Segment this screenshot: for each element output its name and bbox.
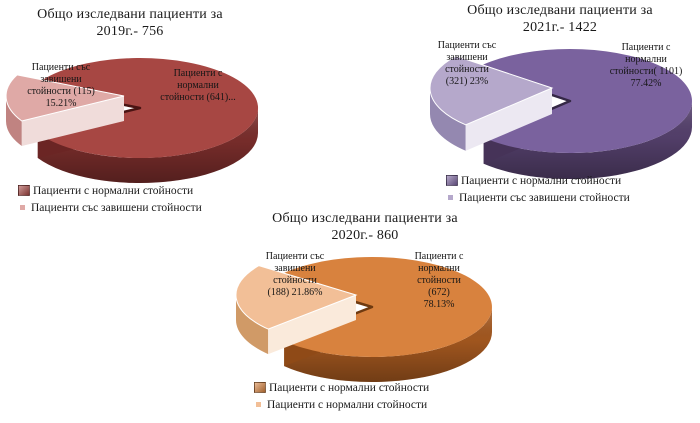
pie-3d bbox=[235, 257, 492, 383]
pie-3d bbox=[429, 49, 693, 180]
legend-item-normal: Пациенти с нормални стойности bbox=[18, 182, 202, 199]
legend: Пациенти с нормални стойности Пациенти с… bbox=[254, 379, 429, 413]
slice-label-elevated: Пациенти със завишени стойности (188) 21… bbox=[265, 251, 325, 298]
chart-title: Общо изследвани пациенти за 2019г.- 756 bbox=[0, 6, 260, 40]
chart-title-line2: 2021г.- 1422 bbox=[522, 20, 598, 35]
chart-title-line1: Общо изследвани пациенти за bbox=[467, 3, 653, 18]
legend-key-normal-icon bbox=[18, 185, 30, 196]
slice-label-elevated: Пациенти със завишени стойности (115) 15… bbox=[27, 62, 95, 109]
chart-title-line1: Общо изследвани пациенти за bbox=[272, 211, 458, 226]
legend-label-normal: Пациенти с нормални стойности bbox=[461, 174, 622, 187]
legend-item-normal: Пациенти с нормални стойности bbox=[254, 379, 429, 396]
legend-item-elevated: Пациенти със завишени стойности bbox=[18, 199, 202, 216]
slice-label-normal: Пациенти с нормални стойности (672) 78.1… bbox=[414, 251, 464, 310]
legend-item-elevated: Пациенти с нормални стойности bbox=[254, 396, 429, 413]
pie-slice-cut-face bbox=[465, 88, 552, 151]
legend-key-normal-icon bbox=[254, 382, 266, 393]
legend-label-elevated: Пациенти със завишени стойности bbox=[459, 191, 630, 204]
pie-main-side-shade bbox=[284, 307, 492, 383]
slice-label-elevated: Пациенти със завишени стойности (321) 23… bbox=[437, 40, 497, 87]
pie-slice-cut-face bbox=[268, 295, 356, 355]
pie-main-top bbox=[274, 257, 492, 358]
legend-item-normal: Пациенти с нормални стойности bbox=[446, 172, 630, 189]
legend-item-elevated: Пациенти със завишени стойности bbox=[446, 189, 630, 206]
pie-main-side-shade bbox=[37, 108, 258, 184]
pie-main-top bbox=[33, 58, 259, 159]
chart-title: Общо изследвани пациенти за 2021г.- 1422 bbox=[420, 2, 700, 36]
legend-label-normal: Пациенти с нормални стойности bbox=[269, 381, 430, 394]
pie-main-top bbox=[473, 49, 692, 154]
legend: Пациенти с нормални стойности Пациенти с… bbox=[446, 172, 630, 206]
pie-slice-side bbox=[235, 295, 269, 355]
slice-label-normal: Пациенти с нормални стойности( 1101) 77.… bbox=[609, 42, 683, 89]
pie-chart-2020: Общо изследвани пациенти за 2020г.- 860 … bbox=[230, 205, 500, 423]
pie-main-side-shade bbox=[483, 101, 693, 180]
legend-label-elevated: Пациенти с нормални стойности bbox=[267, 398, 428, 411]
legend-key-elevated-icon bbox=[20, 205, 25, 210]
pie-slice-side bbox=[429, 88, 466, 151]
pie-slice-top bbox=[235, 265, 358, 330]
chart-title-line2: 2019г.- 756 bbox=[96, 24, 164, 39]
legend-label-elevated: Пациенти със завишени стойности bbox=[31, 201, 202, 214]
pie-slice-cut-face bbox=[21, 96, 124, 146]
chart-title: Общо изследвани пациенти за 2020г.- 860 bbox=[230, 210, 500, 244]
pie-chart-2021: Общо изследвани пациенти за 2021г.- 1422… bbox=[420, 0, 700, 215]
legend-label-normal: Пациенти с нормални стойности bbox=[33, 184, 194, 197]
pie-slice-top bbox=[5, 74, 125, 122]
pie-chart-2019: Общо изследвани пациенти за 2019г.- 756 … bbox=[0, 0, 260, 225]
legend-key-elevated-icon bbox=[256, 402, 261, 407]
pie-slice-side bbox=[5, 96, 22, 146]
legend: Пациенти с нормални стойности Пациенти с… bbox=[18, 182, 202, 216]
slice-label-normal: Пациенти с нормални стойности (641)... bbox=[160, 68, 236, 103]
chart-title-line1: Общо изследвани пациенти за bbox=[37, 7, 223, 22]
legend-key-normal-icon bbox=[446, 175, 458, 186]
chart-title-line2: 2020г.- 860 bbox=[331, 228, 399, 243]
pie-3d bbox=[5, 58, 259, 184]
legend-key-elevated-icon bbox=[448, 195, 453, 200]
pie-slice-top bbox=[429, 55, 554, 126]
